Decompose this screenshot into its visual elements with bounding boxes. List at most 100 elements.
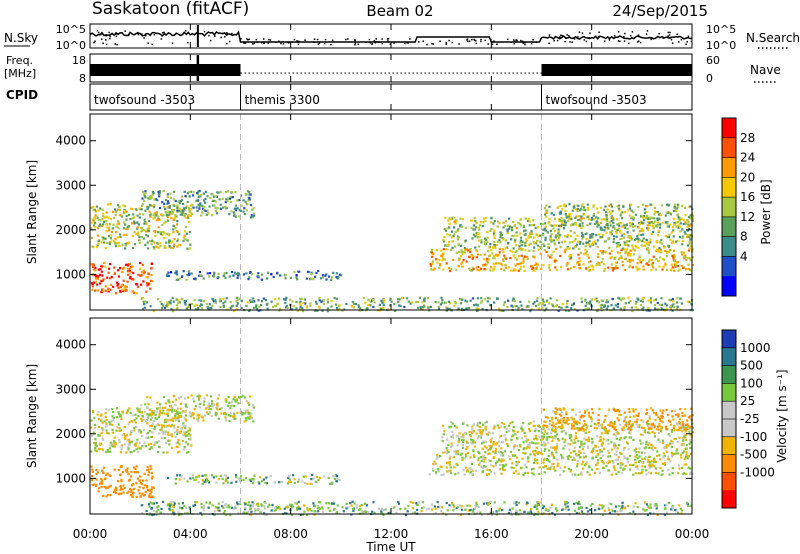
nsearch-label: N.Search bbox=[746, 31, 800, 45]
scatter-point bbox=[686, 236, 689, 239]
nsky-point bbox=[387, 38, 390, 40]
scatter-point bbox=[357, 304, 360, 307]
scatter-point bbox=[642, 461, 645, 464]
scatter-point bbox=[124, 247, 127, 250]
scatter-point bbox=[191, 303, 194, 306]
scatter-point bbox=[173, 426, 176, 429]
scatter-point bbox=[572, 302, 576, 305]
scatter-point bbox=[671, 297, 674, 301]
scatter-point bbox=[250, 273, 254, 276]
scatter-point bbox=[165, 274, 168, 277]
scatter-point bbox=[120, 284, 123, 287]
scatter-point bbox=[187, 451, 190, 454]
scatter-point bbox=[619, 231, 622, 234]
scatter-point bbox=[267, 505, 270, 508]
freq-block-2 bbox=[541, 64, 692, 76]
scatter-point bbox=[206, 209, 209, 212]
scatter-point bbox=[351, 500, 354, 503]
scatter-point bbox=[608, 204, 611, 207]
scatter-point bbox=[142, 479, 145, 482]
scatter-point bbox=[243, 213, 246, 216]
scatter-point bbox=[156, 219, 159, 222]
scatter-point bbox=[600, 221, 603, 225]
scatter-point bbox=[141, 197, 144, 200]
nsky-point bbox=[323, 42, 326, 45]
scatter-point bbox=[615, 264, 618, 267]
scatter-point bbox=[136, 231, 140, 234]
scatter-point bbox=[165, 241, 168, 244]
scatter-point bbox=[406, 510, 409, 513]
scatter-point bbox=[569, 235, 573, 238]
scatter-point bbox=[524, 233, 527, 237]
scatter-point bbox=[317, 269, 320, 273]
scatter-point bbox=[505, 463, 508, 466]
scatter-point bbox=[459, 223, 462, 227]
scatter-point bbox=[123, 433, 126, 436]
scatter-point bbox=[187, 438, 191, 441]
nsky-point bbox=[164, 33, 166, 35]
scatter-point bbox=[130, 440, 133, 443]
scatter-point bbox=[517, 263, 520, 266]
scatter-point bbox=[167, 219, 170, 222]
scatter-point bbox=[243, 412, 246, 415]
scatter-point bbox=[548, 302, 551, 305]
scatter-point bbox=[581, 222, 584, 225]
scatter-point bbox=[305, 513, 309, 516]
scatter-point bbox=[133, 220, 136, 223]
scatter-point bbox=[123, 443, 126, 446]
scatter-point bbox=[616, 447, 619, 450]
scatter-point bbox=[535, 451, 538, 454]
scatter-point bbox=[390, 300, 393, 303]
scatter-point bbox=[620, 212, 623, 215]
scatter-point bbox=[563, 235, 566, 238]
scatter-point bbox=[232, 309, 236, 313]
scatter-point bbox=[651, 259, 654, 262]
scatter-point bbox=[447, 241, 450, 244]
scatter-point bbox=[135, 495, 138, 498]
scatter-point bbox=[503, 468, 506, 472]
scatter-point bbox=[493, 265, 496, 268]
scatter-point bbox=[536, 462, 539, 465]
scatter-point bbox=[584, 248, 587, 251]
scatter-point bbox=[107, 267, 111, 270]
nsky-point bbox=[619, 40, 621, 43]
scatter-point bbox=[489, 243, 492, 246]
scatter-point bbox=[104, 415, 107, 418]
scatter-point bbox=[285, 306, 288, 309]
scatter-point bbox=[145, 205, 149, 208]
scatter-point bbox=[515, 227, 518, 230]
scatter-point bbox=[165, 214, 168, 217]
scatter-point bbox=[539, 252, 542, 255]
scatter-point bbox=[155, 424, 158, 427]
scatter-point bbox=[506, 246, 509, 249]
scatter-point bbox=[305, 277, 308, 280]
scatter-point bbox=[104, 487, 107, 490]
scatter-point bbox=[436, 453, 439, 457]
scatter-point bbox=[515, 258, 519, 261]
scatter-point bbox=[643, 465, 646, 468]
scatter-point bbox=[676, 452, 679, 455]
scatter-point bbox=[574, 238, 577, 241]
scatter-point bbox=[607, 227, 610, 230]
scatter-point bbox=[441, 257, 444, 260]
scatter-point bbox=[269, 474, 272, 477]
scatter-point bbox=[335, 480, 339, 483]
scatter-point bbox=[592, 204, 595, 207]
scatter-point bbox=[566, 261, 569, 264]
scatter-point bbox=[373, 301, 376, 304]
nsky-point bbox=[422, 40, 424, 42]
scatter-point bbox=[579, 240, 582, 243]
scatter-point bbox=[177, 278, 180, 281]
scatter-point bbox=[489, 229, 492, 232]
scatter-point bbox=[170, 240, 174, 243]
nsky-point bbox=[608, 39, 611, 41]
scatter-point bbox=[155, 410, 158, 413]
scatter-point bbox=[476, 268, 479, 272]
scatter-point bbox=[245, 399, 248, 402]
nsky-point bbox=[160, 38, 163, 40]
scatter-point bbox=[97, 275, 100, 278]
scatter-point bbox=[120, 478, 123, 481]
scatter-point bbox=[453, 226, 456, 229]
scatter-point bbox=[122, 267, 125, 270]
scatter-point bbox=[292, 305, 295, 308]
